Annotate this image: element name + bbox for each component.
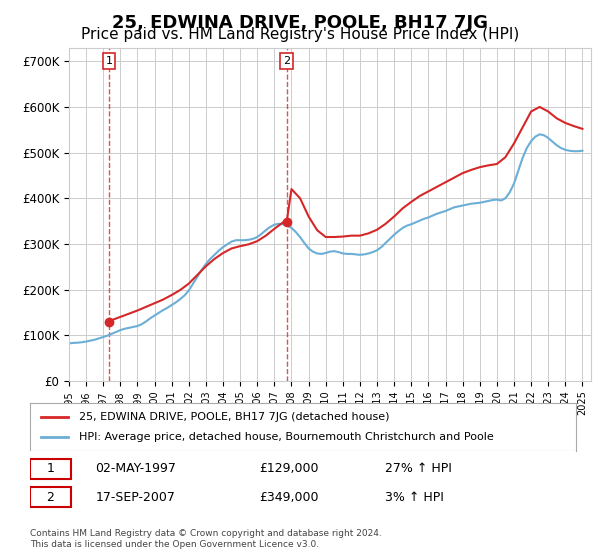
Text: 1: 1 [46,463,54,475]
Text: £349,000: £349,000 [259,491,319,503]
Text: 25, EDWINA DRIVE, POOLE, BH17 7JG (detached house): 25, EDWINA DRIVE, POOLE, BH17 7JG (detac… [79,412,389,422]
Text: 2: 2 [46,491,54,503]
FancyBboxPatch shape [30,487,71,507]
Text: 1: 1 [106,56,112,66]
Text: HPI: Average price, detached house, Bournemouth Christchurch and Poole: HPI: Average price, detached house, Bour… [79,432,494,442]
Text: 3% ↑ HPI: 3% ↑ HPI [385,491,444,503]
FancyBboxPatch shape [30,459,71,479]
Text: £129,000: £129,000 [259,463,319,475]
Text: Contains HM Land Registry data © Crown copyright and database right 2024.
This d: Contains HM Land Registry data © Crown c… [30,529,382,549]
Text: 27% ↑ HPI: 27% ↑ HPI [385,463,452,475]
Text: 17-SEP-2007: 17-SEP-2007 [95,491,175,503]
Text: Price paid vs. HM Land Registry's House Price Index (HPI): Price paid vs. HM Land Registry's House … [81,27,519,42]
Text: 25, EDWINA DRIVE, POOLE, BH17 7JG: 25, EDWINA DRIVE, POOLE, BH17 7JG [112,14,488,32]
Text: 02-MAY-1997: 02-MAY-1997 [95,463,176,475]
Text: 2: 2 [283,56,290,66]
